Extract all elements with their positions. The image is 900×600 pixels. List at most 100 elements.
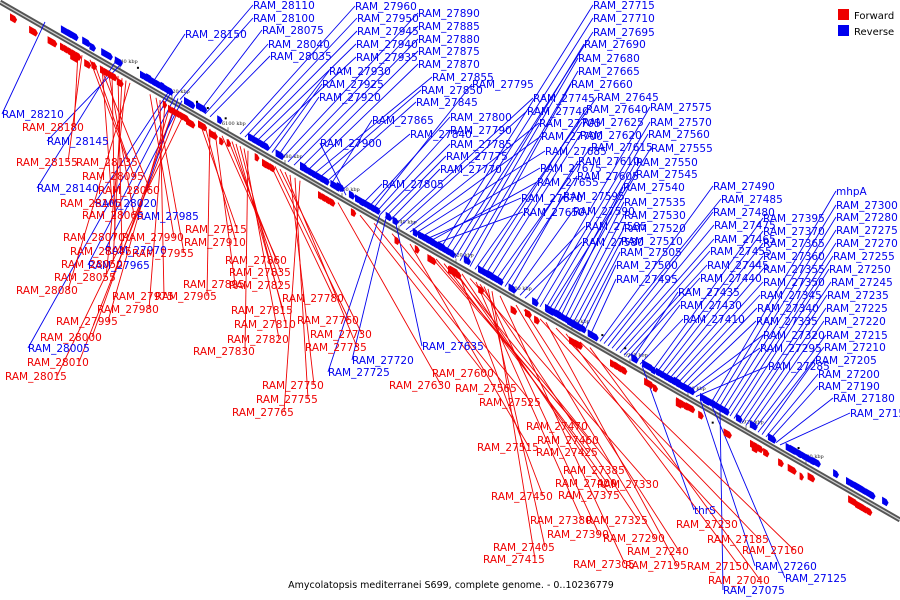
gene-label[interactable]: RAM_27610 <box>578 156 640 168</box>
gene-label[interactable]: RAM_27750 <box>262 380 324 392</box>
gene-label[interactable]: RAM_27195 <box>625 560 687 572</box>
gene-label[interactable]: RAM_27405 <box>493 542 555 554</box>
gene-label[interactable]: RAM_27455 <box>710 246 772 258</box>
gene-label[interactable]: RAM_27965 <box>88 260 150 272</box>
gene-label[interactable]: RAM_27515 <box>477 442 539 454</box>
gene-label[interactable]: RAM_27975 <box>112 291 174 303</box>
gene-label[interactable]: thrS <box>694 505 716 517</box>
gene-label[interactable]: RAM_27885 <box>418 21 480 33</box>
gene-label[interactable]: RAM_27365 <box>763 238 825 250</box>
gene-label[interactable]: RAM_28075 <box>262 25 324 37</box>
gene-label[interactable]: RAM_27370 <box>763 226 825 238</box>
gene-label[interactable]: RAM_27875 <box>418 46 480 58</box>
gene-label[interactable]: RAM_27490 <box>713 181 775 193</box>
gene-label[interactable]: RAM_27650 <box>523 207 585 219</box>
gene-label[interactable]: RAM_28155 <box>16 157 78 169</box>
gene-label[interactable]: RAM_27260 <box>755 561 817 573</box>
gene-label[interactable]: RAM_27630 <box>389 380 451 392</box>
gene-label[interactable]: RAM_27525 <box>479 397 541 409</box>
gene-label[interactable]: RAM_27990 <box>122 232 184 244</box>
gene-label[interactable]: RAM_27755 <box>256 394 318 406</box>
gene-label[interactable]: RAM_27780 <box>282 293 344 305</box>
gene-label[interactable]: RAM_28045 <box>70 246 132 258</box>
gene-label[interactable]: RAM_27765 <box>232 407 294 419</box>
gene-label[interactable]: mhpA <box>836 186 868 198</box>
gene-label[interactable]: RAM_28060 <box>98 185 160 197</box>
gene-label[interactable]: RAM_27680 <box>578 53 640 65</box>
gene-label[interactable]: RAM_27820 <box>227 334 289 346</box>
gene-label[interactable]: RAM_27250 <box>829 264 891 276</box>
gene-label[interactable]: RAM_28140 <box>37 183 99 195</box>
gene-label[interactable]: RAM_27925 <box>322 79 384 91</box>
gene-label[interactable]: RAM_27815 <box>231 305 293 317</box>
gene-label[interactable]: RAM_27800 <box>450 112 512 124</box>
gene-label[interactable]: RAM_27375 <box>558 490 620 502</box>
gene-label[interactable]: RAM_27340 <box>757 303 819 315</box>
gene-label[interactable]: RAM_27970 <box>105 245 167 257</box>
gene-label[interactable]: RAM_27385 <box>563 465 625 477</box>
gene-label[interactable]: RAM_27450 <box>491 491 553 503</box>
gene-label[interactable]: RAM_27770 <box>440 164 502 176</box>
gene-label[interactable]: RAM_28110 <box>253 0 315 12</box>
gene-label[interactable]: RAM_28015 <box>5 371 67 383</box>
gene-label[interactable]: RAM_27830 <box>193 346 255 358</box>
gene-label[interactable]: RAM_27550 <box>636 157 698 169</box>
gene-label[interactable]: RAM_27440 <box>700 273 762 285</box>
gene-label[interactable]: RAM_27425 <box>536 447 598 459</box>
gene-label[interactable]: RAM_27390 <box>547 529 609 541</box>
gene-label[interactable]: RAM_27980 <box>97 304 159 316</box>
gene-label[interactable]: RAM_28070 <box>63 232 125 244</box>
gene-label[interactable]: RAM_27510 <box>621 236 683 248</box>
gene-label[interactable]: RAM_27470 <box>526 421 588 433</box>
gene-label[interactable]: RAM_27855 <box>432 72 494 84</box>
gene-label[interactable]: RAM_27625 <box>582 117 644 129</box>
gene-label[interactable]: RAM_27225 <box>826 303 888 315</box>
gene-label[interactable]: RAM_27380 <box>530 515 592 527</box>
gene-label[interactable]: RAM_27700 <box>541 131 603 143</box>
gene-label[interactable]: RAM_27185 <box>707 534 769 546</box>
gene-label[interactable]: RAM_27530 <box>624 210 686 222</box>
gene-label[interactable]: RAM_27275 <box>836 225 898 237</box>
gene-label[interactable]: RAM_27535 <box>624 197 686 209</box>
gene-label[interactable]: RAM_27200 <box>818 369 880 381</box>
gene-label[interactable]: RAM_27410 <box>683 314 745 326</box>
gene-label[interactable]: RAM_27635 <box>422 341 484 353</box>
gene-label[interactable]: RAM_27160 <box>742 545 804 557</box>
gene-label[interactable]: RAM_27245 <box>831 277 893 289</box>
gene-label[interactable]: RAM_27705 <box>539 118 601 130</box>
gene-label[interactable]: RAM_28145 <box>47 136 109 148</box>
gene-label[interactable]: RAM_27690 <box>584 39 646 51</box>
gene-label[interactable]: RAM_27860 <box>225 255 287 267</box>
gene-label[interactable]: RAM_27480 <box>713 207 775 219</box>
gene-label[interactable]: RAM_27710 <box>593 13 655 25</box>
gene-label[interactable]: RAM_27685 <box>545 146 607 158</box>
gene-label[interactable]: RAM_27075 <box>723 585 785 597</box>
gene-label[interactable]: RAM_27205 <box>815 355 877 367</box>
gene-label[interactable]: RAM_27845 <box>416 97 478 109</box>
gene-label[interactable]: RAM_27605 <box>577 171 639 183</box>
gene-label[interactable]: RAM_27345 <box>760 290 822 302</box>
gene-label[interactable]: RAM_27620 <box>580 130 642 142</box>
gene-label[interactable]: RAM_27695 <box>593 27 655 39</box>
gene-label[interactable]: RAM_27210 <box>824 342 886 354</box>
gene-label[interactable]: RAM_27505 <box>620 247 682 259</box>
gene-label[interactable]: RAM_27190 <box>818 381 880 393</box>
gene-label[interactable]: RAM_27355 <box>763 264 825 276</box>
gene-label[interactable]: RAM_27460 <box>537 435 599 447</box>
gene-label[interactable]: RAM_28105 <box>60 198 122 210</box>
gene-label[interactable]: RAM_28095 <box>82 171 144 183</box>
gene-label[interactable]: RAM_27125 <box>785 573 847 585</box>
gene-label[interactable]: RAM_27665 <box>578 66 640 78</box>
gene-label[interactable]: RAM_27590 <box>573 206 635 218</box>
gene-label[interactable]: RAM_28020 <box>95 198 157 210</box>
gene-label[interactable]: RAM_27445 <box>707 260 769 272</box>
gene-label[interactable]: RAM_27305 <box>573 559 635 571</box>
gene-label[interactable]: RAM_28080 <box>16 285 78 297</box>
gene-label[interactable]: RAM_27835 <box>229 267 291 279</box>
gene-label[interactable]: RAM_27555 <box>651 143 713 155</box>
gene-label[interactable]: RAM_27180 <box>833 393 895 405</box>
gene-label[interactable]: RAM_27465 <box>714 234 776 246</box>
gene-label[interactable]: RAM_27595 <box>563 191 625 203</box>
gene-label[interactable]: RAM_28050 <box>61 259 123 271</box>
gene-label[interactable]: RAM_27675 <box>540 163 602 175</box>
